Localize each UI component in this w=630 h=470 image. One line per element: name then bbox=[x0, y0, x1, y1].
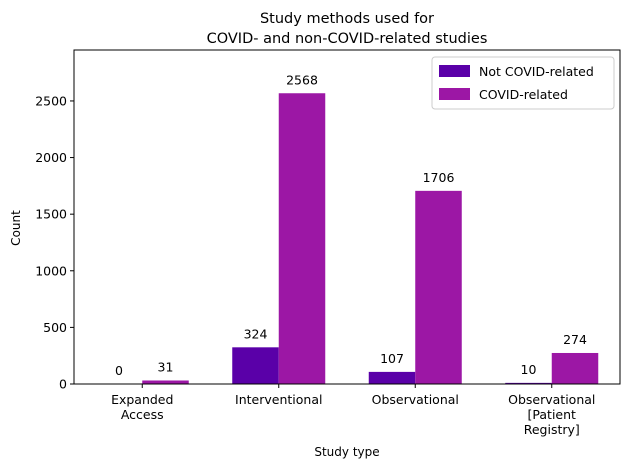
bar-covid bbox=[142, 380, 189, 384]
y-axis-label: Count bbox=[9, 210, 23, 246]
value-label: 107 bbox=[380, 351, 404, 366]
bar-not-covid bbox=[232, 347, 279, 384]
bar-not-covid bbox=[368, 371, 416, 384]
value-label: 274 bbox=[563, 332, 587, 347]
y-tick-label: 1500 bbox=[35, 207, 67, 222]
value-label: 31 bbox=[158, 359, 174, 374]
legend-label: Not COVID-related bbox=[479, 64, 594, 79]
bar-covid bbox=[278, 93, 326, 384]
legend-box bbox=[431, 56, 615, 110]
value-label: 1706 bbox=[423, 170, 455, 185]
legend-swatch bbox=[439, 88, 470, 100]
x-tick-label: Observational bbox=[372, 392, 459, 407]
bars bbox=[142, 93, 599, 384]
y-tick-label: 500 bbox=[43, 320, 67, 335]
legend: Not COVID-related COVID-related bbox=[431, 56, 615, 110]
chart-title-line: COVID- and non-COVID-related studies bbox=[207, 31, 488, 47]
x-tick-label: Observational bbox=[508, 392, 595, 407]
chart-title-line: Study methods used for bbox=[260, 11, 434, 27]
value-label: 0 bbox=[115, 363, 123, 378]
y-tick-label: 2000 bbox=[35, 150, 67, 165]
plot-frame bbox=[73, 49, 621, 385]
bar-covid bbox=[551, 352, 599, 384]
x-tick-label: Expanded bbox=[111, 392, 173, 407]
value-label: 10 bbox=[521, 362, 537, 377]
y-tick-label: 1000 bbox=[35, 263, 67, 278]
value-label: 324 bbox=[244, 326, 268, 341]
axes bbox=[73, 49, 621, 385]
x-tick-label: Interventional bbox=[235, 392, 322, 407]
x-axis-label: Study type bbox=[314, 445, 379, 459]
x-tick-label: Access bbox=[121, 407, 164, 422]
bar-not-covid bbox=[505, 382, 552, 384]
x-tick-label: Registry] bbox=[524, 422, 580, 437]
value-label: 2568 bbox=[286, 72, 318, 87]
bar-covid bbox=[415, 190, 462, 384]
x-tick-label: [Patient bbox=[528, 407, 576, 422]
legend-swatch bbox=[439, 65, 470, 77]
y-tick-label: 2500 bbox=[35, 93, 67, 108]
y-axis-ticks: 0 500 1000 1500 2000 2500 bbox=[35, 93, 74, 392]
legend-label: COVID-related bbox=[479, 87, 568, 102]
value-labels: 0 324 107 10 31 2568 1706 274 bbox=[115, 72, 587, 378]
chart-title: Study methods used for COVID- and non-COV… bbox=[207, 11, 488, 47]
y-tick-label: 0 bbox=[59, 377, 67, 392]
